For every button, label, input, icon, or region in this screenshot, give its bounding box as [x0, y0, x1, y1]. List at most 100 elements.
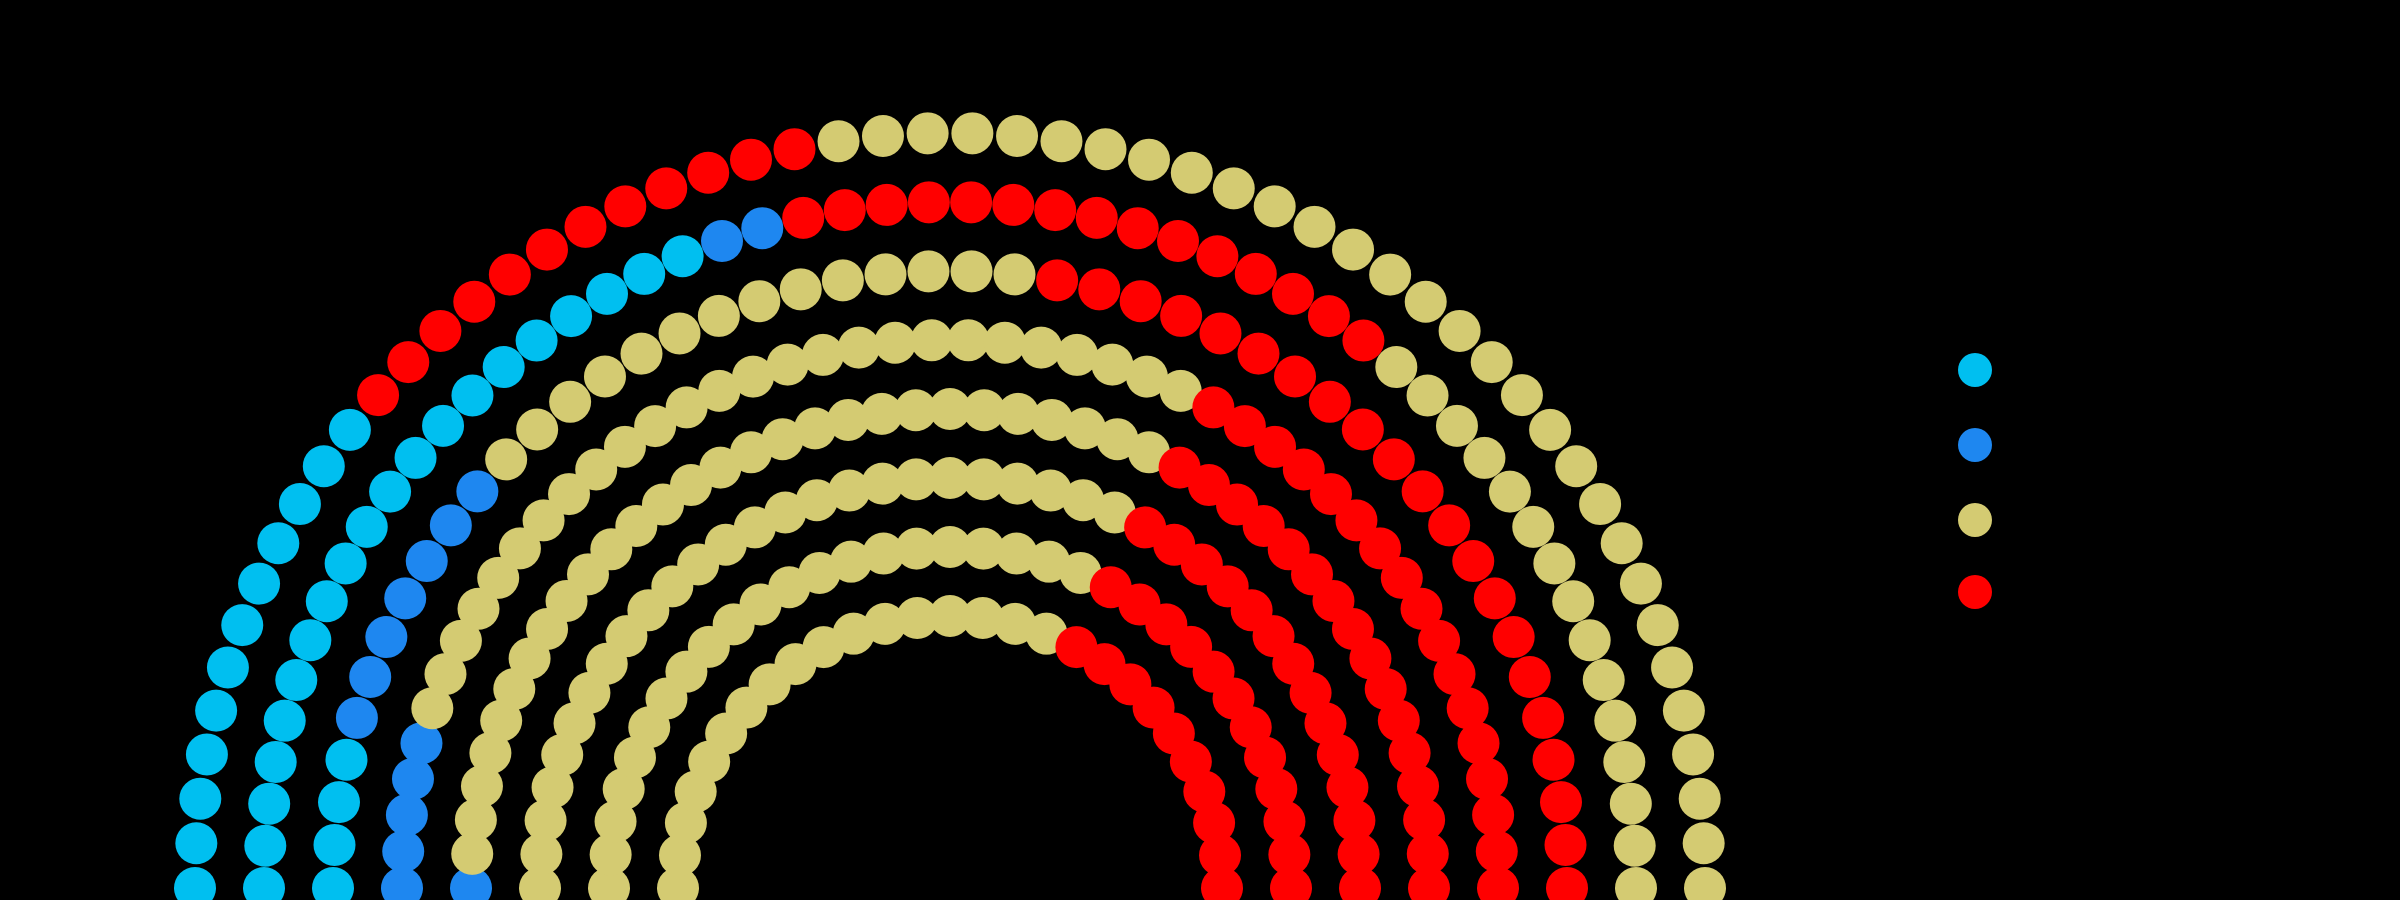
seat-dot[interactable] [1672, 733, 1715, 776]
seat-dot[interactable] [1307, 295, 1350, 338]
seat-dot[interactable] [195, 689, 238, 732]
seat-dot[interactable] [620, 332, 663, 375]
seat-dot[interactable] [738, 280, 781, 323]
seat-dot[interactable] [179, 777, 222, 820]
seat-dot[interactable] [1075, 196, 1118, 239]
seat-dot[interactable] [1253, 185, 1296, 228]
seat-dot[interactable] [963, 389, 1006, 432]
seat-dot[interactable] [541, 733, 584, 776]
seat-dot[interactable] [1201, 867, 1243, 900]
seat-dot[interactable] [248, 782, 291, 825]
seat-dot[interactable] [896, 596, 939, 639]
seat-dot[interactable] [1619, 562, 1662, 605]
seat-dot[interactable] [1333, 799, 1376, 842]
seat-dot[interactable] [961, 596, 1004, 639]
seat-dot[interactable] [429, 504, 472, 547]
seat-dot[interactable] [1332, 228, 1375, 271]
seat-dot[interactable] [821, 259, 864, 302]
seat-dot[interactable] [604, 185, 647, 228]
seat-dot[interactable] [1582, 659, 1625, 702]
seat-dot[interactable] [1408, 867, 1450, 900]
seat-dot[interactable] [665, 386, 708, 429]
seat-dot[interactable] [531, 766, 574, 809]
seat-dot[interactable] [1603, 740, 1646, 783]
seat-dot[interactable] [328, 408, 371, 451]
seat-dot[interactable] [658, 312, 701, 355]
seat-dot[interactable] [1364, 668, 1407, 711]
seat-dot[interactable] [1199, 312, 1242, 355]
seat-dot[interactable] [657, 867, 699, 900]
seat-dot[interactable] [1532, 738, 1575, 781]
seat-dot[interactable] [895, 527, 938, 570]
seat-dot[interactable] [1170, 151, 1213, 194]
seat-dot[interactable] [1600, 522, 1643, 565]
seat-dot[interactable] [1403, 798, 1446, 841]
seat-dot[interactable] [469, 732, 512, 775]
seat-dot[interactable] [1615, 867, 1657, 900]
seat-dot[interactable] [645, 167, 688, 210]
seat-dot[interactable] [951, 112, 994, 155]
seat-dot[interactable] [185, 733, 228, 776]
seat-dot[interactable] [1500, 374, 1543, 417]
seat-dot[interactable] [312, 867, 354, 900]
seat-dot[interactable] [1309, 473, 1352, 516]
seat-dot[interactable] [318, 781, 360, 824]
seat-dot[interactable] [400, 722, 443, 765]
seat-dot[interactable] [485, 438, 528, 481]
seat-dot[interactable] [564, 205, 607, 248]
seat-dot[interactable] [962, 458, 1005, 501]
seat-dot[interactable] [1446, 687, 1489, 730]
seat-dot[interactable] [1159, 369, 1202, 412]
seat-dot[interactable] [766, 343, 809, 386]
seat-dot[interactable] [828, 469, 871, 512]
seat-dot[interactable] [1263, 800, 1306, 843]
seat-dot[interactable] [764, 491, 807, 534]
seat-dot[interactable] [794, 407, 837, 450]
seat-dot[interactable] [1359, 527, 1402, 570]
seat-dot[interactable] [864, 253, 907, 296]
seat-dot[interactable] [962, 527, 1005, 570]
seat-dot[interactable] [1463, 436, 1506, 479]
seat-dot[interactable] [1116, 207, 1159, 250]
seat-dot[interactable] [602, 768, 645, 811]
seat-dot[interactable] [1400, 587, 1443, 630]
seat-dot[interactable] [477, 556, 520, 599]
seat-dot[interactable] [823, 189, 866, 232]
seat-dot[interactable] [603, 425, 646, 468]
seat-dot[interactable] [1128, 138, 1171, 181]
seat-dot[interactable] [1308, 380, 1351, 423]
seat-dot[interactable] [384, 577, 427, 620]
seat-dot[interactable] [520, 833, 563, 876]
seat-dot[interactable] [419, 309, 462, 352]
seat-dot[interactable] [289, 619, 332, 662]
seat-dot[interactable] [345, 505, 388, 548]
seat-dot[interactable] [263, 699, 306, 742]
seat-dot[interactable] [1062, 479, 1105, 522]
seat-dot[interactable] [1533, 542, 1576, 585]
seat-dot[interactable] [1684, 867, 1726, 900]
seat-dot[interactable] [1270, 867, 1312, 900]
seat-dot[interactable] [1544, 823, 1587, 866]
seat-dot[interactable] [525, 228, 568, 271]
seat-dot[interactable] [1192, 386, 1235, 429]
seat-dot[interactable] [1244, 736, 1287, 779]
seat-dot[interactable] [1678, 777, 1721, 820]
seat-dot[interactable] [698, 369, 741, 412]
seat-dot[interactable] [798, 551, 841, 594]
seat-dot[interactable] [382, 830, 425, 873]
seat-dot[interactable] [254, 740, 297, 783]
seat-dot[interactable] [588, 867, 630, 900]
seat-dot[interactable] [992, 183, 1035, 226]
seat-dot[interactable] [1234, 252, 1277, 295]
seat-dot[interactable] [1529, 408, 1572, 451]
seat-dot[interactable] [589, 833, 632, 876]
seat-dot[interactable] [929, 526, 971, 568]
seat-dot[interactable] [422, 404, 465, 447]
seat-dot[interactable] [1428, 504, 1471, 547]
seat-dot[interactable] [1438, 309, 1481, 352]
seat-dot[interactable] [895, 458, 938, 501]
seat-dot[interactable] [1552, 580, 1595, 623]
seat-dot[interactable] [1199, 834, 1242, 877]
seat-dot[interactable] [1568, 619, 1611, 662]
seat-dot[interactable] [1316, 733, 1359, 776]
